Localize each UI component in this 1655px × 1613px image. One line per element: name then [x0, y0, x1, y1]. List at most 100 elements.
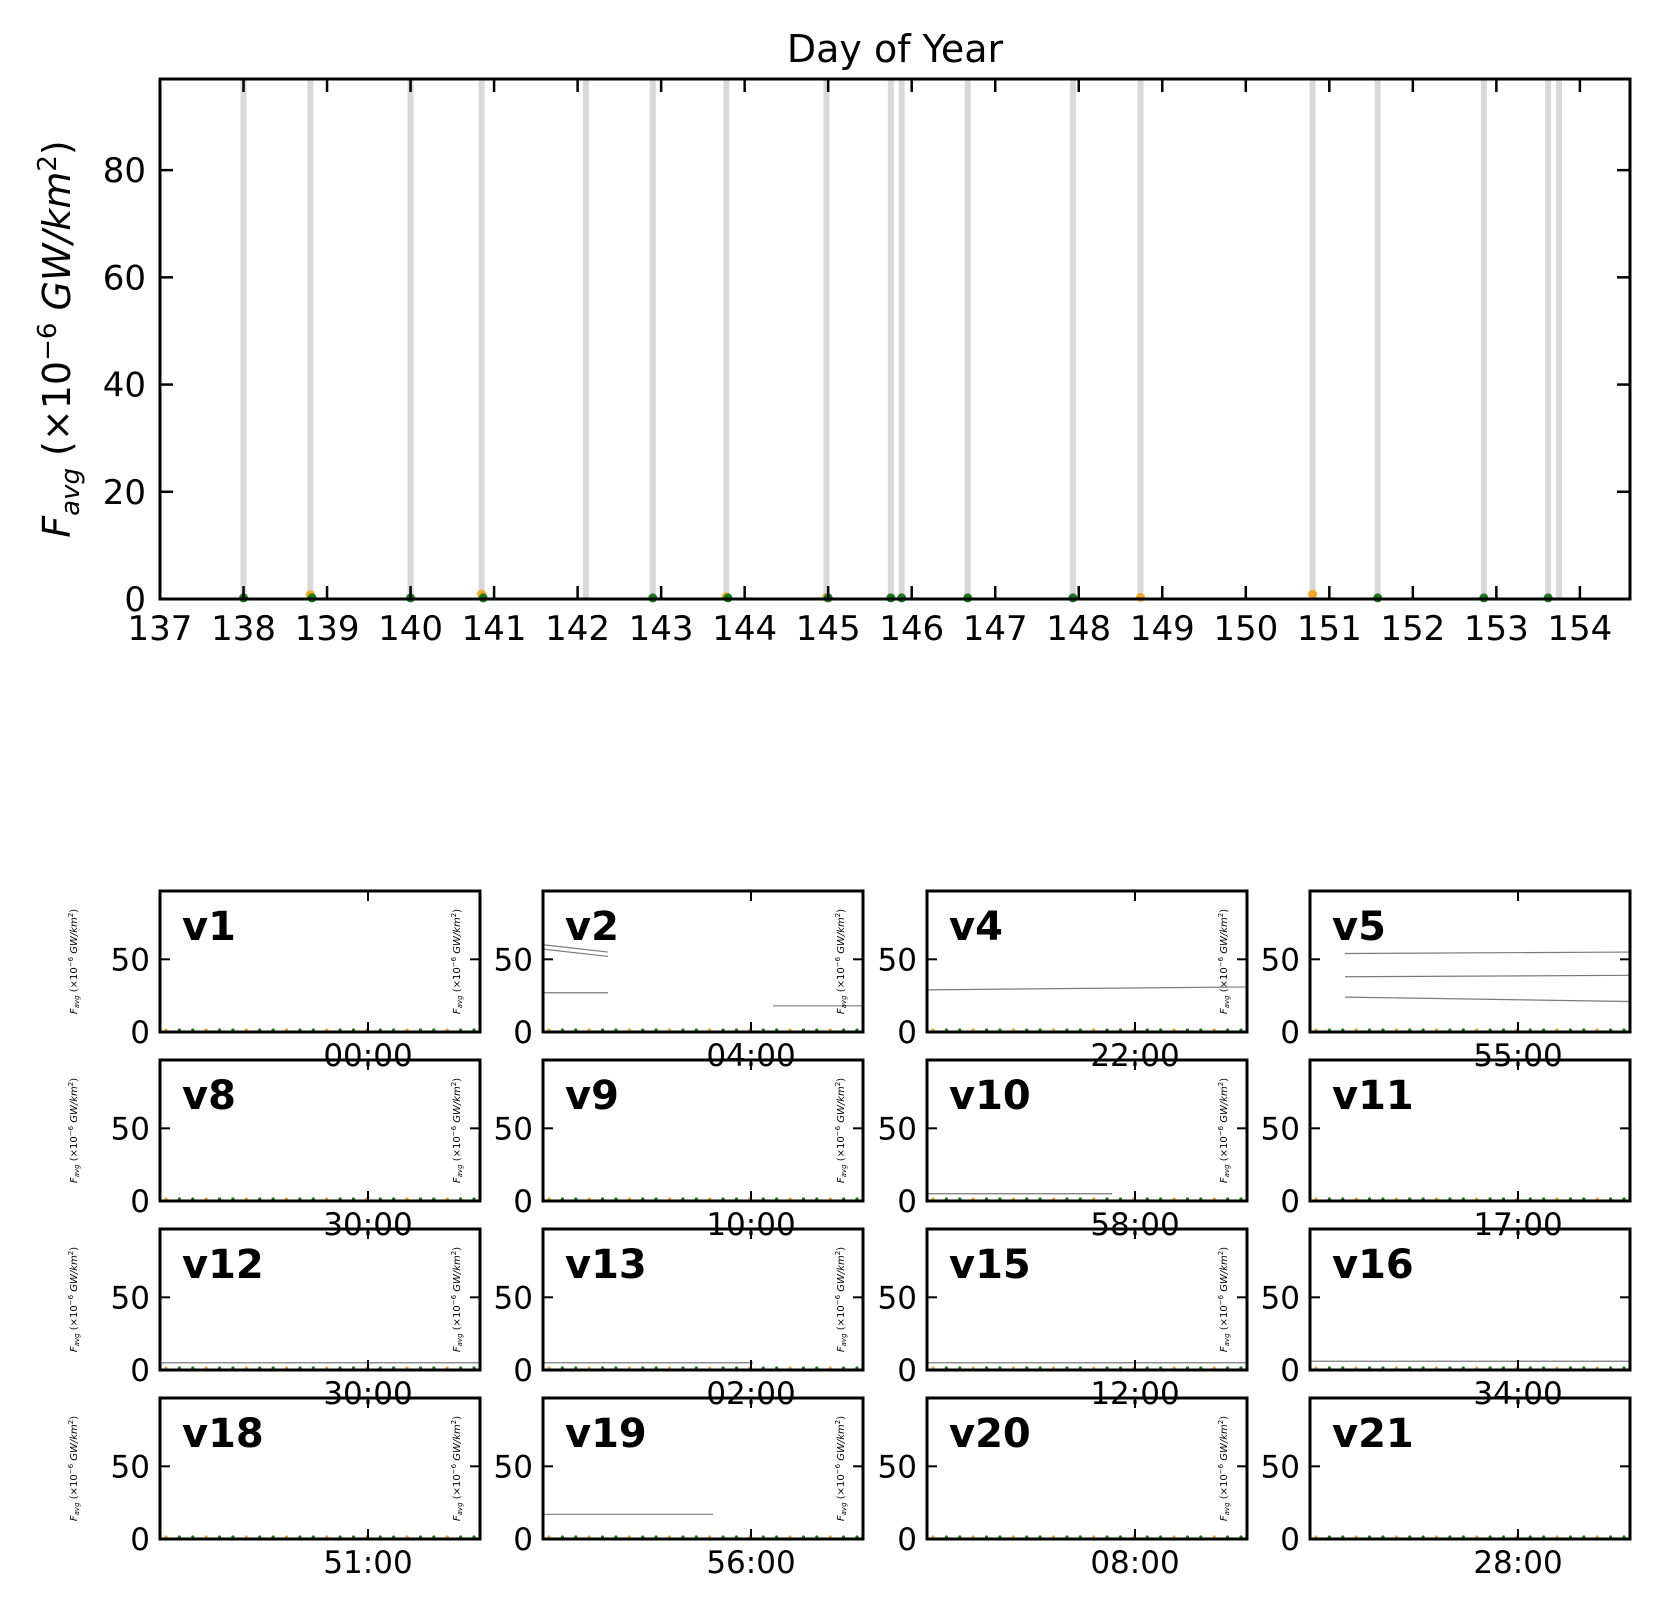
panel-label-v15: v15 — [949, 1242, 1031, 1288]
x-tick-label-143: 143 — [629, 609, 694, 649]
event-band-11 — [1069, 79, 1076, 599]
panel-y-axis-label-v12: Favg (×10−6 GW/km2) — [67, 1247, 81, 1352]
main-plot: 137 138 139 140 141 142 143 144 145 146 147 148 149 1… — [33, 27, 1632, 649]
event-band-8 — [887, 79, 894, 599]
panel-x-tick-label-v18: 51:00 — [323, 1545, 412, 1581]
panel-y-axis-label-v11: Favg (×10−6 GW/km2) — [1217, 1078, 1231, 1183]
ylabel-exp: −6 — [33, 323, 63, 361]
x-tick-label-150: 150 — [1213, 609, 1278, 649]
main-x-ticks: 137 138 139 140 141 142 143 144 145 146 147 148 149 1… — [128, 79, 1612, 649]
x-tick-label-137: 137 — [128, 609, 193, 649]
x-tick-label-153: 153 — [1464, 609, 1529, 649]
panel-frame-v20 — [925, 1396, 1249, 1541]
panel-label-v5: v5 — [1332, 904, 1386, 950]
panel-label-v20: v20 — [949, 1411, 1031, 1457]
panel-y-tick-label-v8-0: 0 — [130, 1184, 150, 1220]
ylabel-main: F — [35, 515, 79, 538]
panel-frame-v21 — [1308, 1396, 1632, 1541]
panel-y-tick-label-v2-0: 0 — [513, 1015, 533, 1051]
panel-label-v8: v8 — [182, 1073, 236, 1119]
panel-frame-v11 — [1308, 1058, 1632, 1203]
panel-label-v2: v2 — [565, 904, 619, 950]
panel-label-v10: v10 — [949, 1073, 1031, 1119]
panel-y-axis-label-v4: Favg (×10−6 GW/km2) — [834, 909, 848, 1014]
event-band-7 — [823, 79, 830, 599]
event-band-6 — [723, 79, 730, 599]
event-band-1 — [307, 79, 314, 599]
panel-y-axis-label-v10: Favg (×10−6 GW/km2) — [834, 1078, 848, 1183]
event-band-5 — [649, 79, 656, 599]
panel-y-tick-label-v10-0: 0 — [897, 1184, 917, 1220]
panel-y-tick-label-v4-50: 50 — [878, 942, 917, 978]
panel-y-axis-label-v18: Favg (×10−6 GW/km2) — [67, 1416, 81, 1521]
panel-frame-v13 — [541, 1227, 865, 1372]
event-band-17 — [1556, 79, 1563, 599]
x-tick-label-148: 148 — [1046, 609, 1111, 649]
event-band-4 — [582, 79, 589, 599]
x-tick-label-144: 144 — [712, 609, 777, 649]
event-band-0 — [240, 79, 247, 599]
panel-y-axis-label-v13: Favg (×10−6 GW/km2) — [450, 1247, 464, 1352]
panel-y-tick-label-v5-50: 50 — [1261, 942, 1300, 978]
panel-y-tick-label-v12-0: 0 — [130, 1353, 150, 1389]
panel-y-tick-label-v20-0: 0 — [897, 1522, 917, 1558]
event-band-14 — [1374, 79, 1381, 599]
panel-x-tick-label-v21: 28:00 — [1473, 1545, 1562, 1581]
panel-label-v11: v11 — [1332, 1073, 1414, 1119]
series-line-v2-1 — [542, 948, 609, 958]
panel-label-v19: v19 — [565, 1411, 647, 1457]
panel-y-tick-label-v2-50: 50 — [494, 942, 533, 978]
panel-y-axis-label-v8: Favg (×10−6 GW/km2) — [67, 1078, 81, 1183]
panel-frame-v4 — [925, 889, 1249, 1034]
panel-frame-v12 — [158, 1227, 482, 1372]
panel-v20: 0 50 08:00 v20 Favg (×10−6 GW/km2) — [834, 1396, 1249, 1581]
ylabel-unit-mid: GW/km — [35, 172, 79, 323]
main-plot-frame — [158, 77, 1632, 601]
panel-y-axis-label-v2: Favg (×10−6 GW/km2) — [450, 909, 464, 1014]
panel-label-v21: v21 — [1332, 1411, 1414, 1457]
panel-x-tick-label-v19: 56:00 — [706, 1545, 795, 1581]
panel-y-tick-label-v15-0: 0 — [897, 1353, 917, 1389]
ylabel-close: ) — [35, 140, 79, 155]
event-band-13 — [1309, 79, 1316, 599]
series-line-v4-0 — [926, 986, 1248, 991]
panel-v21: 0 50 28:00 v21 Favg (×10−6 GW/km2) — [1217, 1396, 1632, 1581]
y-tick-label-40: 40 — [103, 366, 146, 406]
panel-label-v4: v4 — [949, 904, 1003, 950]
series-line-v5-2 — [1344, 996, 1631, 1003]
x-tick-label-139: 139 — [295, 609, 360, 649]
panel-frame-v16 — [1308, 1227, 1632, 1372]
panel-label-v16: v16 — [1332, 1242, 1414, 1288]
panel-y-tick-label-v11-50: 50 — [1261, 1111, 1300, 1147]
panel-y-tick-label-v9-50: 50 — [494, 1111, 533, 1147]
x-tick-label-149: 149 — [1130, 609, 1195, 649]
panel-y-axis-label-v5: Favg (×10−6 GW/km2) — [1217, 909, 1231, 1014]
series-line-v5-1 — [1344, 974, 1631, 978]
panel-y-tick-label-v8-50: 50 — [111, 1111, 150, 1147]
ylabel-unit-prefix: (×10 — [35, 361, 79, 468]
y-tick-label-80: 80 — [103, 151, 146, 191]
panel-y-tick-label-v13-50: 50 — [494, 1280, 533, 1316]
panel-label-v1: v1 — [182, 904, 236, 950]
event-band-2 — [407, 79, 414, 599]
panel-y-tick-label-v15-50: 50 — [878, 1280, 917, 1316]
panel-y-tick-label-v18-50: 50 — [111, 1449, 150, 1485]
main-y-ticks: 0 20 40 60 80 — [103, 151, 1630, 620]
event-band-10 — [964, 79, 971, 599]
panel-y-axis-label-v16: Favg (×10−6 GW/km2) — [1217, 1247, 1231, 1352]
panel-frame-v1 — [158, 889, 482, 1034]
panel-frame-v15 — [925, 1227, 1249, 1372]
panel-x-tick-label-v20: 08:00 — [1090, 1545, 1179, 1581]
event-bands — [240, 79, 1563, 599]
event-band-3 — [478, 79, 485, 599]
y-tick-label-20: 20 — [103, 473, 146, 513]
x-tick-label-138: 138 — [211, 609, 276, 649]
panel-y-tick-label-v19-50: 50 — [494, 1449, 533, 1485]
